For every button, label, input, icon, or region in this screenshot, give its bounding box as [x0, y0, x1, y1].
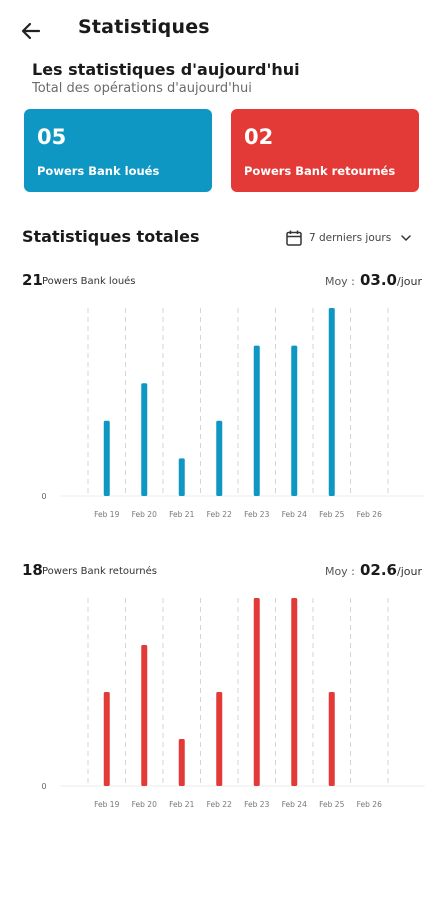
rented-today-count: 05 [37, 125, 67, 149]
returned-bar-chart: 0 Feb 19 Feb 20 Feb 21 Feb 22 Feb 23 Feb 24 Feb… [0, 590, 443, 820]
returned-today-count: 02 [244, 125, 274, 149]
returned-chart-header: 18 Powers Bank retournés Moy : 02.6/jour [22, 557, 422, 579]
today-stats-title: Les statistiques d'aujourd'hui [32, 60, 300, 79]
x-tick-label: Feb 25 [319, 510, 344, 519]
bar[interactable] [141, 645, 148, 786]
calendar-icon [286, 230, 302, 246]
arrow-left-icon[interactable] [18, 18, 44, 44]
chevron-down-icon [401, 235, 411, 242]
rented-today-label: Powers Bank loués [37, 164, 160, 178]
bar[interactable] [103, 692, 110, 786]
x-tick-label: Feb 25 [319, 800, 344, 809]
rented-chart-header: 21 Powers Bank loués Moy : 03.0/jour [22, 267, 422, 289]
x-tick-label: Feb 26 [357, 800, 382, 809]
total-stats-title: Statistiques totales [22, 227, 200, 246]
returned-total-label: Powers Bank retournés [42, 566, 157, 577]
x-tick-label: Feb 21 [169, 510, 194, 519]
x-tick-label: Feb 24 [282, 510, 307, 519]
rented-average: Moy : 03.0/jour [324, 271, 422, 289]
period-dropdown[interactable]: 7 derniers jours [285, 228, 413, 248]
bar[interactable] [216, 692, 223, 786]
page-title: Statistiques [78, 16, 210, 38]
y-zero-label: 0 [41, 782, 46, 791]
bar[interactable] [141, 383, 148, 496]
bar[interactable] [328, 692, 335, 786]
y-zero-label: 0 [41, 492, 46, 501]
bar[interactable] [103, 420, 110, 496]
bar[interactable] [328, 308, 335, 496]
x-tick-label: Feb 20 [132, 510, 157, 519]
app-header: Statistiques [0, 0, 443, 62]
rented-total-label: Powers Bank loués [42, 276, 136, 287]
today-stats-subtitle: Total des opérations d'aujourd'hui [32, 81, 252, 96]
x-tick-label: Feb 23 [244, 800, 269, 809]
x-tick-label: Feb 23 [244, 510, 269, 519]
returned-today-label: Powers Bank retournés [244, 164, 396, 178]
rented-today-card: 05 Powers Bank loués [24, 109, 212, 192]
returned-average: Moy : 02.6/jour [324, 561, 422, 579]
x-tick-label: Feb 19 [94, 800, 119, 809]
rented-total-count: 21 [22, 271, 43, 289]
bar[interactable] [253, 598, 260, 786]
chart-svg: 0 Feb 19 Feb 20 Feb 21 Feb 22 Feb 23 Feb 24 Feb… [41, 308, 425, 519]
x-tick-label: Feb 19 [94, 510, 119, 519]
bar[interactable] [291, 598, 298, 786]
x-tick-label: Feb 24 [282, 800, 307, 809]
returned-total-count: 18 [22, 561, 43, 579]
x-tick-label: Feb 22 [207, 800, 232, 809]
period-label: 7 derniers jours [309, 232, 392, 244]
rented-bar-chart: 0 Feb 19 Feb 20 Feb 21 Feb 22 Feb 23 Feb 24 Feb… [0, 300, 443, 530]
returned-today-card: 02 Powers Bank retournés [231, 109, 419, 192]
x-tick-label: Feb 26 [357, 510, 382, 519]
x-tick-label: Feb 22 [207, 510, 232, 519]
bar[interactable] [178, 458, 185, 496]
chart-svg: 0 Feb 19 Feb 20 Feb 21 Feb 22 Feb 23 Feb 24 Feb… [41, 598, 425, 809]
bar[interactable] [216, 420, 223, 496]
x-tick-label: Feb 20 [132, 800, 157, 809]
bar[interactable] [253, 345, 260, 496]
bar[interactable] [291, 345, 298, 496]
x-tick-label: Feb 21 [169, 800, 194, 809]
bar[interactable] [178, 739, 185, 786]
